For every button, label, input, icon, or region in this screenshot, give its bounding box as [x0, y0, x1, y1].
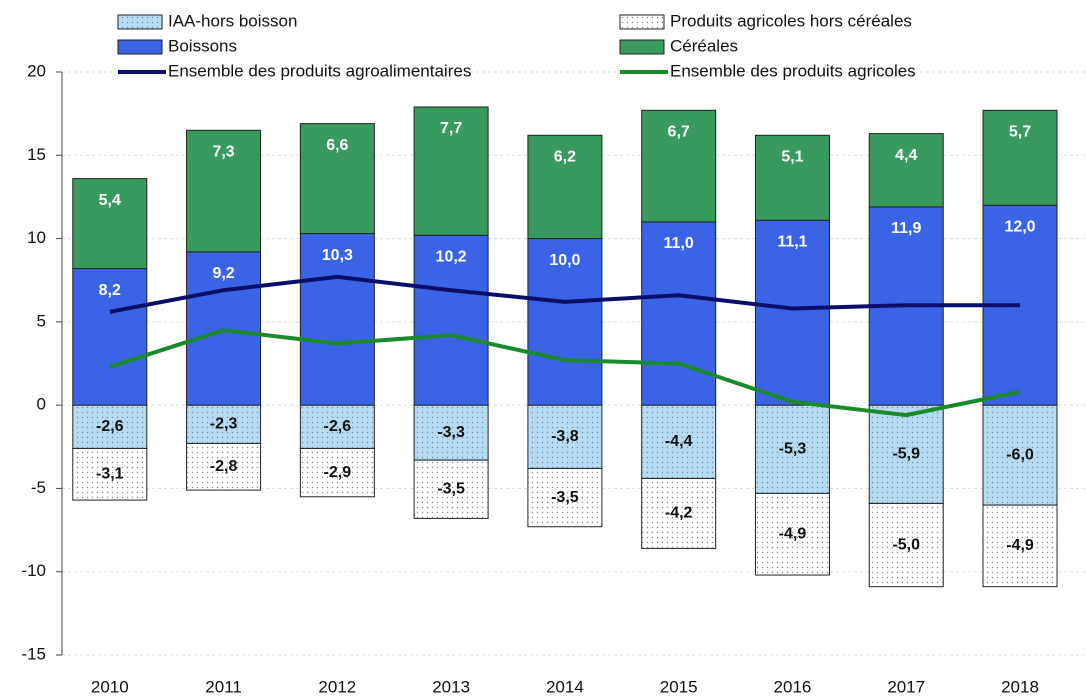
bar-segment [413, 234, 489, 406]
legend-label: Ensemble des produits agroalimentaires [168, 61, 471, 80]
data-label: -5,9 [892, 446, 920, 463]
bar-segment [72, 178, 148, 270]
data-label: 10,3 [322, 247, 353, 264]
bar-segment [982, 109, 1058, 206]
x-tick-label: 2013 [432, 677, 470, 696]
data-label: -2,3 [210, 416, 238, 433]
bar-segment [299, 123, 375, 235]
data-label: 11,0 [664, 235, 694, 252]
data-label: 11,9 [891, 220, 921, 237]
legend-label: Céréales [670, 36, 738, 55]
y-tick-label: -10 [21, 561, 46, 580]
legend-pattern [118, 15, 162, 29]
bar-segment [72, 268, 148, 406]
x-tick-label: 2014 [546, 677, 584, 696]
data-label: -2,9 [324, 464, 352, 481]
data-label: 5,4 [99, 192, 121, 209]
bar-segment [413, 106, 489, 236]
bar-segment [641, 109, 717, 223]
data-label: 6,7 [668, 124, 690, 141]
legend-label: Produits agricoles hors céréales [670, 11, 912, 30]
data-label: -2,6 [96, 418, 124, 435]
data-label: 4,4 [895, 147, 917, 164]
data-label: 11,1 [777, 233, 807, 250]
x-tick-label: 2016 [774, 677, 812, 696]
data-label: 6,2 [554, 149, 576, 166]
data-label: -5,0 [892, 536, 920, 553]
data-label: 5,1 [781, 149, 803, 166]
data-label: -4,4 [665, 433, 693, 450]
legend-label: IAA-hors boisson [168, 11, 297, 30]
data-label: -6,0 [1006, 446, 1034, 463]
data-label: 10,2 [436, 248, 467, 265]
y-tick-label: 0 [37, 395, 46, 414]
data-label: -2,6 [324, 418, 352, 435]
data-label: 9,2 [212, 265, 234, 282]
data-label: 7,3 [212, 144, 234, 161]
line [109, 274, 1021, 314]
line [109, 328, 1021, 418]
bar-segment [186, 129, 262, 253]
data-label: -2,8 [210, 458, 238, 475]
data-label: 7,7 [440, 120, 462, 137]
data-label: 12,0 [1004, 218, 1035, 235]
legend-swatch [619, 39, 665, 55]
y-tick-label: 5 [37, 311, 46, 330]
bar-segment [868, 133, 944, 208]
bar-segment [754, 134, 830, 221]
x-tick-label: 2017 [887, 677, 925, 696]
data-label: 5,7 [1009, 124, 1031, 141]
bar-segment [641, 221, 717, 406]
x-tick-label: 2015 [660, 677, 698, 696]
y-tick-label: -5 [31, 478, 46, 497]
data-label: -4,9 [1006, 537, 1034, 554]
data-label: -3,1 [96, 465, 124, 482]
data-label: -4,2 [665, 505, 693, 522]
x-tick-label: 2011 [205, 677, 242, 696]
data-label: 8,2 [99, 282, 121, 299]
y-tick-label: 15 [27, 145, 46, 164]
data-label: -3,8 [551, 428, 579, 445]
x-tick-label: 2018 [1001, 677, 1039, 696]
data-label: -3,3 [437, 424, 465, 441]
x-tick-label: 2012 [318, 677, 356, 696]
data-label: -4,9 [779, 525, 807, 542]
data-label: 10,0 [549, 252, 580, 269]
legend-pattern [620, 15, 664, 29]
legend-label: Ensemble des produits agricoles [670, 61, 916, 80]
y-tick-label: 20 [27, 61, 46, 80]
data-label: 6,6 [326, 137, 348, 154]
bar-segment [527, 134, 603, 240]
y-tick-label: -15 [21, 644, 46, 663]
data-label: -5,3 [779, 441, 807, 458]
legend-swatch [117, 39, 163, 55]
data-label: -3,5 [551, 489, 579, 506]
legend-label: Boissons [168, 36, 237, 55]
bar-segment [754, 219, 830, 406]
y-tick-label: 10 [27, 228, 46, 247]
x-tick-label: 2010 [91, 677, 129, 696]
data-label: -3,5 [437, 480, 465, 497]
bar-segment [527, 238, 603, 406]
